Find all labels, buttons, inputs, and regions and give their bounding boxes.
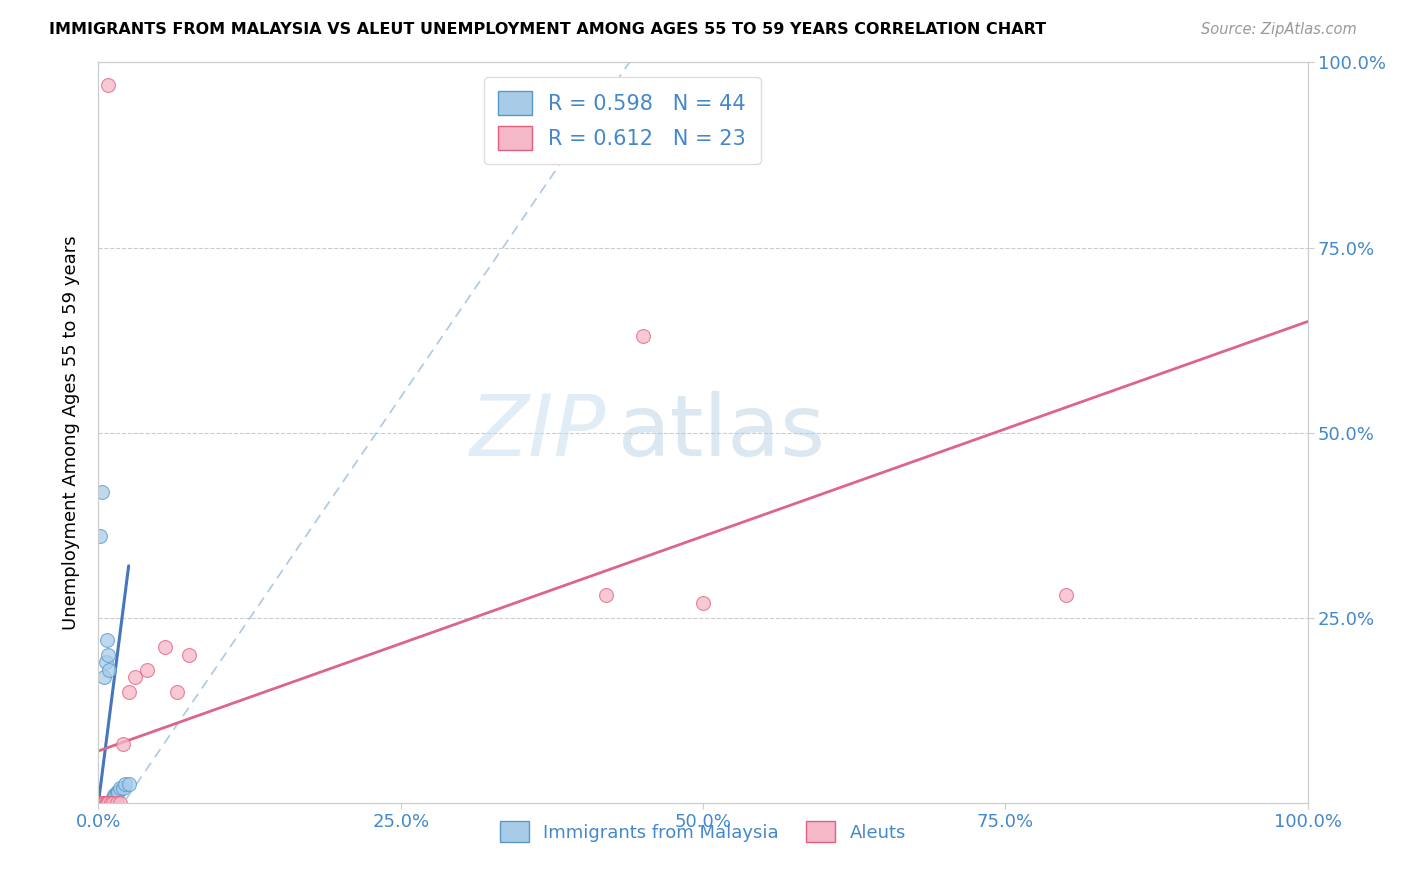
Point: [91, 796, 114, 810]
Point: [97, 796, 120, 810]
Point: [103, 789, 125, 803]
Point: [89, 796, 111, 810]
Point: [91, 796, 114, 810]
Point: [89, 796, 111, 810]
Point: [94, 655, 117, 669]
Point: [98, 796, 121, 810]
Text: ZIP: ZIP: [470, 391, 606, 475]
Point: [90, 796, 112, 810]
Point: [100, 796, 122, 810]
Point: [98, 663, 121, 677]
Point: [179, 648, 201, 662]
Point: [96, 796, 118, 810]
Point: [97, 796, 120, 810]
Point: [90, 796, 112, 810]
Point: [90, 796, 112, 810]
Point: [96, 632, 118, 647]
Point: [111, 780, 134, 795]
Point: [91, 796, 114, 810]
Point: [94, 796, 117, 810]
Point: [94, 796, 117, 810]
Point: [166, 685, 188, 699]
Point: [595, 589, 617, 603]
Point: [96, 796, 118, 810]
Point: [100, 796, 122, 810]
Point: [91, 796, 114, 810]
Point: [89, 529, 111, 543]
Point: [91, 796, 114, 810]
Point: [93, 670, 115, 684]
Point: [93, 796, 115, 810]
Point: [114, 777, 136, 791]
Point: [118, 685, 141, 699]
Point: [93, 796, 115, 810]
Point: [1054, 589, 1077, 603]
Point: [90, 796, 112, 810]
Point: [96, 796, 118, 810]
Point: [91, 796, 114, 810]
Point: [91, 796, 114, 810]
Point: [153, 640, 176, 655]
Point: [105, 796, 128, 810]
Point: [97, 78, 120, 92]
Point: [90, 796, 112, 810]
Point: [91, 796, 114, 810]
Point: [97, 796, 120, 810]
Point: [101, 796, 124, 810]
Point: [89, 796, 111, 810]
Point: [91, 796, 114, 810]
Point: [89, 796, 111, 810]
Text: Source: ZipAtlas.com: Source: ZipAtlas.com: [1201, 22, 1357, 37]
Point: [692, 596, 714, 610]
Point: [105, 785, 128, 799]
Point: [108, 796, 131, 810]
Point: [94, 796, 117, 810]
Point: [89, 796, 111, 810]
Point: [107, 785, 129, 799]
Point: [97, 648, 120, 662]
Point: [124, 670, 146, 684]
Point: [98, 796, 121, 810]
Point: [104, 789, 127, 803]
Point: [89, 796, 111, 810]
Point: [111, 737, 134, 751]
Point: [101, 792, 124, 806]
Legend: Immigrants from Malaysia, Aleuts: Immigrants from Malaysia, Aleuts: [494, 814, 912, 849]
Point: [91, 484, 114, 499]
Y-axis label: Unemployment Among Ages 55 to 59 years: Unemployment Among Ages 55 to 59 years: [62, 235, 80, 630]
Point: [90, 796, 112, 810]
Point: [91, 796, 114, 810]
Text: atlas: atlas: [619, 391, 827, 475]
Text: IMMIGRANTS FROM MALAYSIA VS ALEUT UNEMPLOYMENT AMONG AGES 55 TO 59 YEARS CORRELA: IMMIGRANTS FROM MALAYSIA VS ALEUT UNEMPL…: [49, 22, 1046, 37]
Point: [108, 780, 131, 795]
Point: [100, 792, 122, 806]
Point: [91, 796, 114, 810]
Point: [135, 663, 157, 677]
Point: [89, 796, 111, 810]
Point: [118, 777, 141, 791]
Point: [100, 796, 122, 810]
Point: [94, 796, 117, 810]
Point: [93, 796, 115, 810]
Point: [93, 796, 115, 810]
Point: [631, 329, 654, 343]
